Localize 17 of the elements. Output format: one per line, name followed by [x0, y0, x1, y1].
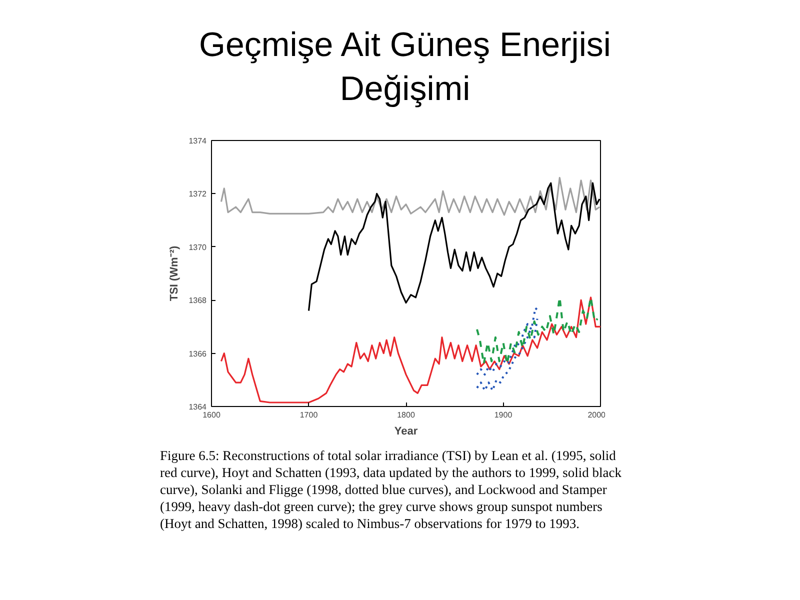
y-tick-label: 1374	[188, 136, 208, 146]
caption: Figure 6.5: Reconstructions of total solar irradiance (TSI) by Lean et al. (1995, solid red curve), Hoyt and Schatten (1993, data updated by the authors to 1999, solid black curve), Solanki and Fligge (1998, dotted blue curves), and Lockwood and Stamper (1999, heavy dash-dot green curve); the grey curve shows group sunspot numbers (Hoyt and Schatten, 1998) scaled to Nimbus-7 observations for 1979 to 1993.	[160, 448, 623, 532]
line-series	[220, 176, 600, 216]
x-tick-label: 1600	[202, 410, 221, 420]
y-tick-label: 1366	[188, 349, 208, 358]
x-axis-title: Year	[394, 426, 418, 438]
x-tick-label: 1900	[494, 410, 513, 420]
y-tick-label: 1364	[188, 402, 208, 412]
line-series	[220, 296, 600, 404]
x-tick-label: 1700	[300, 410, 318, 420]
x-tick-label: 2000	[588, 410, 606, 420]
x-tick-label: 1800	[397, 410, 416, 420]
y-axis-title: TSI (Wm⁻²)	[168, 246, 181, 302]
y-tick-label: 1370	[188, 242, 208, 252]
y-tick-label: 1368	[188, 296, 208, 306]
y-tick-label: 1372	[188, 190, 208, 199]
chart-title: Geçmişe Ait Güneş Enerjisi Değişimi	[198, 25, 612, 110]
